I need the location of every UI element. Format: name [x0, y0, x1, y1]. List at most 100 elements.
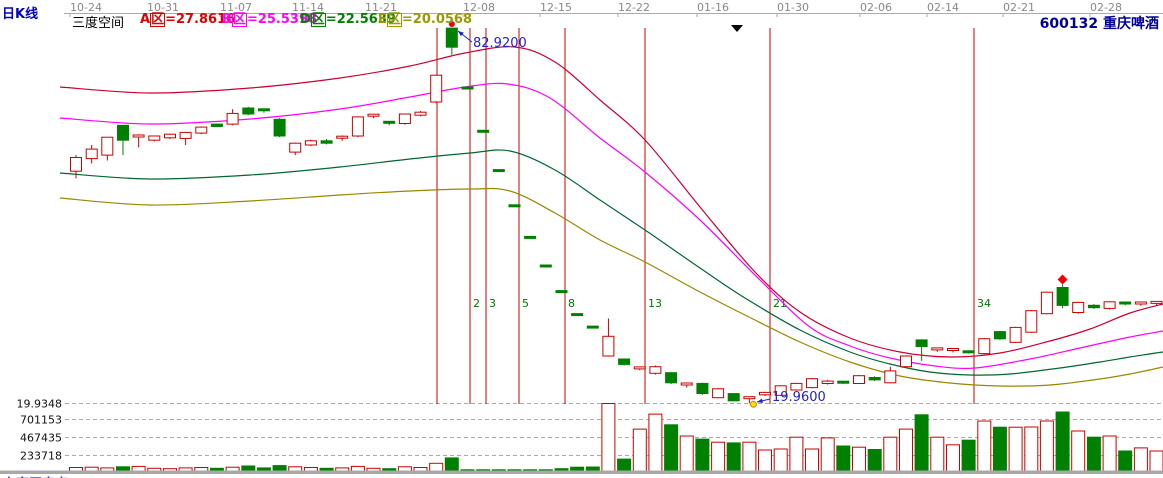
- candle[interactable]: [806, 378, 818, 389]
- candle[interactable]: [320, 140, 333, 144]
- volume-bar[interactable]: [695, 438, 710, 472]
- pane-divider[interactable]: [0, 470, 1163, 475]
- volume-bar[interactable]: [1039, 420, 1054, 472]
- volume-bar[interactable]: [429, 462, 444, 472]
- candle[interactable]: [1025, 310, 1038, 333]
- volume-bar[interactable]: [946, 444, 960, 472]
- candle[interactable]: [586, 325, 599, 329]
- volume-bar[interactable]: [820, 437, 835, 472]
- candle[interactable]: [85, 148, 98, 160]
- volume-bar[interactable]: [632, 428, 647, 472]
- volume-bar[interactable]: [225, 466, 240, 472]
- volume-bar[interactable]: [852, 446, 866, 472]
- candle[interactable]: [1134, 301, 1147, 305]
- volume-bar[interactable]: [272, 465, 287, 472]
- volume-bar[interactable]: [899, 428, 913, 472]
- candle[interactable]: [696, 382, 709, 394]
- candle[interactable]: [242, 107, 255, 115]
- volume-bar[interactable]: [585, 466, 600, 472]
- candle[interactable]: [195, 126, 208, 134]
- candle[interactable]: [821, 380, 834, 385]
- candle[interactable]: [430, 74, 443, 103]
- candle[interactable]: [164, 133, 176, 139]
- candle[interactable]: [790, 382, 803, 391]
- volume-bar[interactable]: [679, 435, 694, 472]
- candle[interactable]: [1056, 287, 1069, 306]
- candle[interactable]: [759, 391, 771, 396]
- candle[interactable]: [712, 388, 725, 399]
- volume-bar[interactable]: [397, 466, 412, 472]
- volume-bar[interactable]: [805, 448, 819, 472]
- candle[interactable]: [524, 235, 537, 239]
- candle[interactable]: [649, 366, 662, 374]
- candle[interactable]: [508, 204, 521, 208]
- volume-bar[interactable]: [303, 467, 318, 472]
- candle[interactable]: [383, 120, 396, 124]
- candle[interactable]: [774, 385, 787, 396]
- volume-bar[interactable]: [350, 465, 365, 472]
- candle[interactable]: [70, 157, 82, 172]
- volume-bar[interactable]: [69, 467, 83, 472]
- candle[interactable]: [289, 142, 302, 153]
- candle[interactable]: [210, 123, 223, 127]
- candle[interactable]: [148, 135, 161, 141]
- candle[interactable]: [414, 111, 427, 116]
- volume-bar[interactable]: [726, 442, 741, 472]
- candle[interactable]: [665, 372, 678, 384]
- candle[interactable]: [336, 135, 349, 139]
- candle[interactable]: [900, 355, 912, 368]
- volume-bar[interactable]: [84, 466, 99, 472]
- indicator-name[interactable]: 三度空间: [72, 16, 125, 31]
- candle[interactable]: [1040, 291, 1053, 315]
- volume-bar[interactable]: [648, 413, 663, 472]
- volume-bar[interactable]: [444, 457, 459, 472]
- candle[interactable]: [602, 335, 615, 357]
- candle[interactable]: [853, 375, 865, 385]
- volume-bar[interactable]: [241, 465, 256, 472]
- volume-bar[interactable]: [1055, 411, 1070, 472]
- volume-bar[interactable]: [664, 424, 679, 472]
- candle[interactable]: [257, 108, 270, 112]
- candle[interactable]: [101, 136, 114, 156]
- bottom-pane-tab[interactable]: 专家买卖点: [3, 473, 68, 478]
- candle[interactable]: [461, 86, 474, 90]
- volume-bar[interactable]: [992, 426, 1007, 472]
- volume-bar[interactable]: [131, 465, 146, 472]
- candle[interactable]: [915, 339, 928, 347]
- candle[interactable]: [633, 366, 646, 370]
- candle[interactable]: [555, 290, 568, 294]
- volume-bar[interactable]: [867, 449, 882, 472]
- candle[interactable]: [680, 382, 693, 386]
- volume-bar[interactable]: [601, 403, 616, 472]
- candle[interactable]: [226, 112, 239, 125]
- volume-bar[interactable]: [1118, 450, 1133, 472]
- volume-bar[interactable]: [288, 466, 303, 472]
- volume-bar[interactable]: [977, 420, 992, 472]
- volume-bar[interactable]: [914, 414, 929, 472]
- volume-bar[interactable]: [883, 436, 898, 472]
- volume-bar[interactable]: [1133, 447, 1148, 472]
- candle[interactable]: [837, 380, 850, 384]
- candle[interactable]: [1087, 304, 1100, 309]
- candle[interactable]: [304, 140, 317, 146]
- period-label[interactable]: 日K线: [2, 7, 39, 22]
- volume-bar[interactable]: [773, 448, 788, 472]
- volume-bar[interactable]: [758, 449, 772, 472]
- volume-bar[interactable]: [930, 436, 945, 472]
- volume-bar[interactable]: [1102, 435, 1117, 472]
- volume-bar[interactable]: [789, 436, 804, 472]
- candle[interactable]: [492, 169, 505, 173]
- candle[interactable]: [1009, 326, 1022, 343]
- volume-bar[interactable]: [413, 467, 428, 472]
- candle[interactable]: [931, 347, 944, 351]
- candle[interactable]: [117, 124, 129, 141]
- candle[interactable]: [445, 27, 458, 48]
- volume-bar[interactable]: [1149, 450, 1163, 472]
- candle[interactable]: [962, 350, 975, 354]
- volume-bar[interactable]: [1071, 430, 1086, 472]
- volume-bar[interactable]: [961, 439, 976, 472]
- candle[interactable]: [1103, 301, 1116, 309]
- candle[interactable]: [367, 113, 380, 117]
- stock-code-name[interactable]: 600132 重庆啤酒: [1039, 16, 1159, 32]
